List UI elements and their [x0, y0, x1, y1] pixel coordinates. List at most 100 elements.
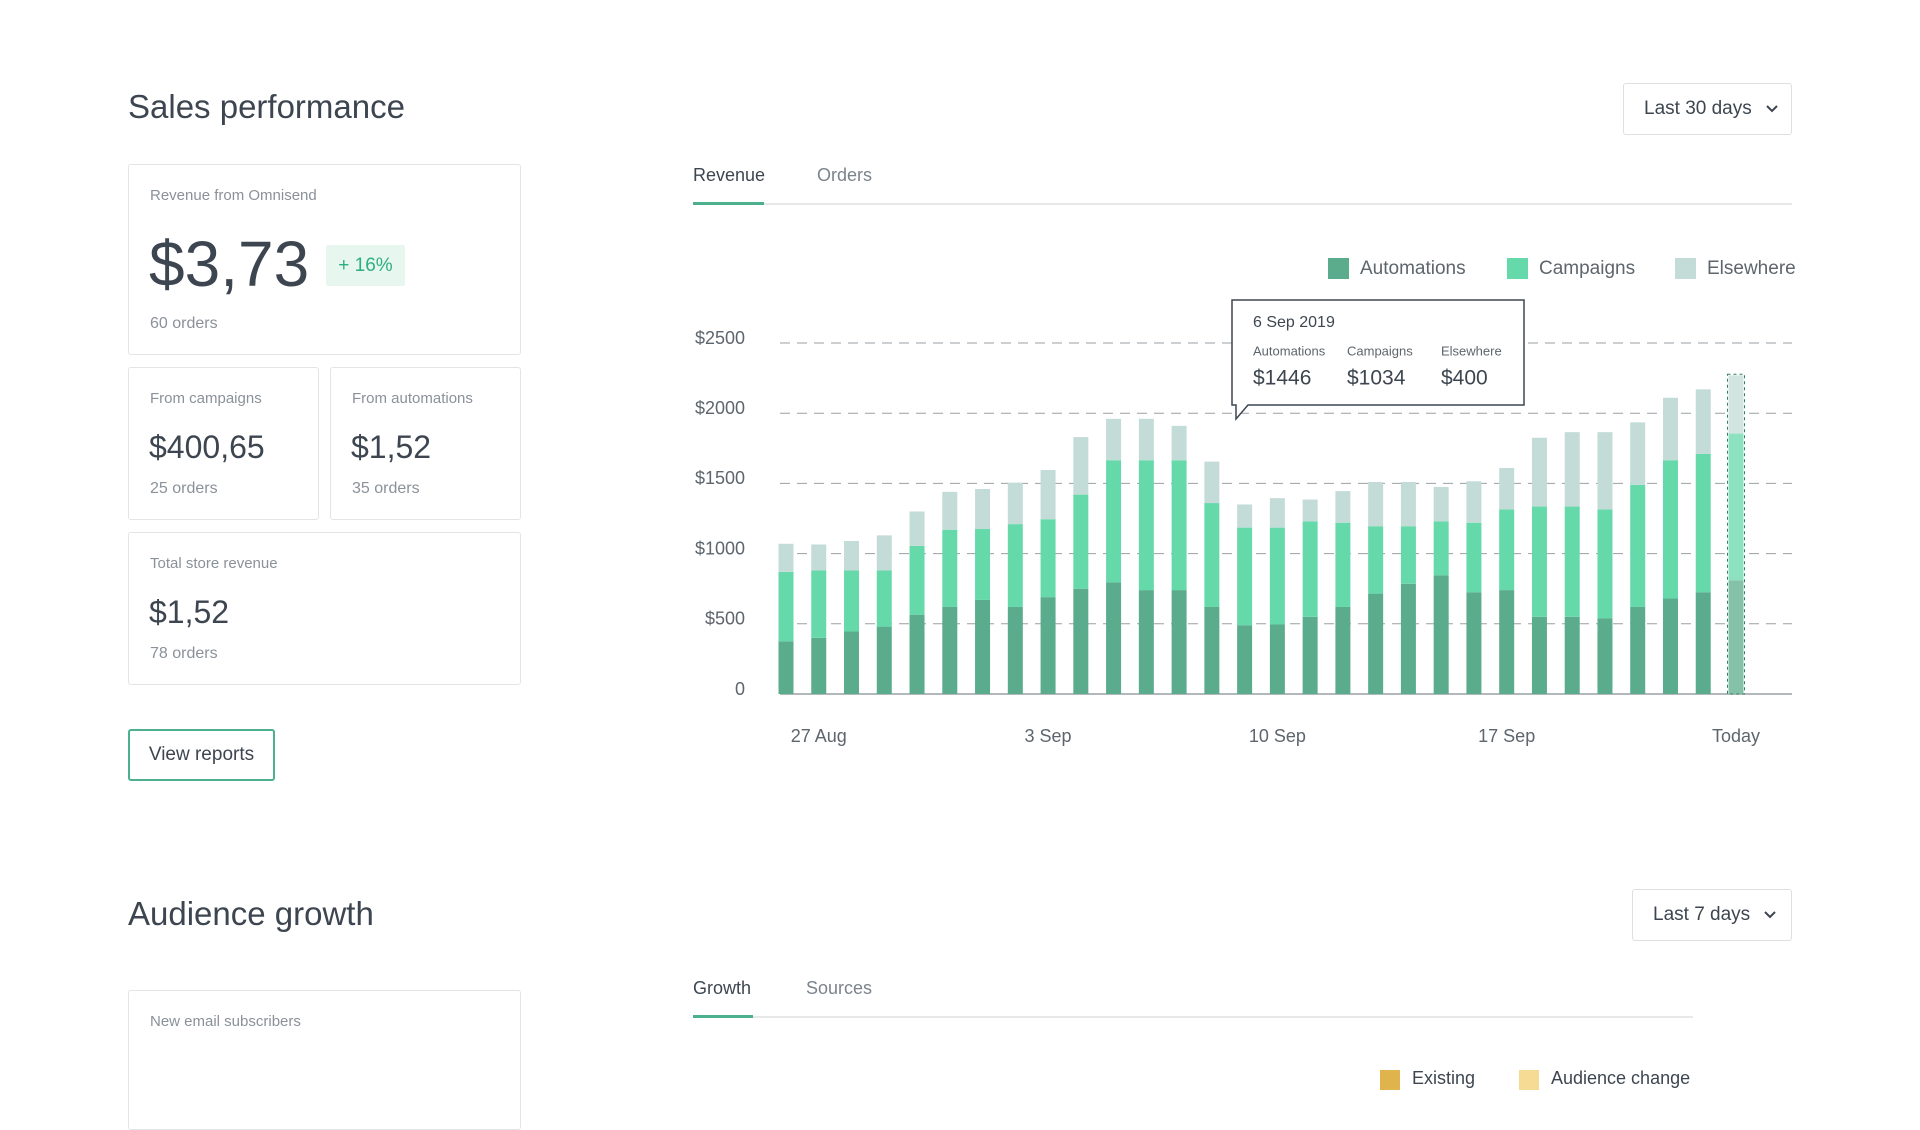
tab-active[interactable]: Revenue: [693, 165, 766, 185]
legend-label: Campaigns: [1539, 258, 1635, 279]
tab-active[interactable]: Growth: [693, 978, 752, 998]
x-tick-label: 17 Sep: [1478, 726, 1535, 746]
bar-segment: [1171, 425, 1187, 461]
bar-segment: [1138, 460, 1154, 591]
bar-segment: [1564, 506, 1580, 617]
bar-segment: [1302, 499, 1318, 522]
section-title: Audience growth: [128, 895, 374, 932]
legend-swatch: [1675, 258, 1696, 279]
badge: + 16%: [326, 245, 405, 286]
card-value: $3,73: [149, 228, 310, 300]
page: Sales performance Last 30 days Revenue f…: [128, 83, 1796, 1130]
bar-segment: [1728, 375, 1744, 434]
card-orders: 60 orders: [150, 315, 218, 332]
bar-segment: [1695, 592, 1711, 694]
bar-segment: [1007, 606, 1023, 694]
bar-segment: [1499, 467, 1515, 510]
bar-segment: [811, 544, 827, 571]
bar-segment: [1564, 432, 1580, 507]
bar-segment: [1106, 418, 1122, 461]
bar-segment: [1499, 509, 1515, 591]
tab[interactable]: Orders: [817, 165, 873, 185]
bar-segment: [778, 543, 794, 572]
bar-segment: [1335, 522, 1351, 607]
dropdown-label: Last 7 days: [1653, 904, 1751, 925]
legend-label: Audience change: [1551, 1068, 1691, 1088]
bar-segment: [1466, 522, 1482, 593]
bar-segment: [844, 631, 860, 694]
bar-segment: [1433, 575, 1449, 694]
bar-segment: [1531, 506, 1547, 617]
card: Total store revenue $1,52 78 orders: [128, 532, 521, 685]
bar-segment: [1368, 526, 1384, 594]
bar-segment: [844, 570, 860, 632]
legend-swatch: [1380, 1070, 1400, 1090]
card: Revenue from Omnisend $3,73 + 16% 60 ord…: [128, 164, 521, 355]
bar-segment: [1237, 504, 1253, 528]
tooltip-name: Elsewhere: [1441, 343, 1502, 358]
bar-segment: [1695, 453, 1711, 593]
tab[interactable]: Sources: [806, 978, 873, 998]
bar-segment: [1466, 592, 1482, 694]
bar-segment: [1171, 460, 1187, 591]
y-tick-label: $1500: [695, 468, 745, 488]
x-tick-label: 10 Sep: [1249, 726, 1306, 746]
bar-segment: [1662, 598, 1678, 694]
section-title: Sales performance: [128, 88, 405, 125]
card-value: $1,52: [351, 429, 432, 465]
bar-segment: [1335, 606, 1351, 694]
tooltip-value: $400: [1441, 367, 1488, 390]
range-dropdown[interactable]: Last 7 days: [1632, 889, 1792, 941]
bar-segment: [1171, 590, 1187, 694]
bar-segment: [1040, 470, 1056, 520]
card: From automations $1,52 35 orders: [330, 367, 521, 520]
bar-segment: [1531, 437, 1547, 507]
chevron: [1764, 911, 1776, 919]
card-orders: 25 orders: [150, 480, 218, 497]
bar-segment: [876, 535, 892, 571]
bar-segment: [1335, 491, 1351, 523]
bar-segment: [975, 529, 991, 600]
bar-segment: [1400, 481, 1416, 527]
view-reports-button[interactable]: View reports: [128, 729, 275, 781]
bar-segment: [1007, 482, 1023, 525]
tooltip-date: 6 Sep 2019: [1253, 314, 1335, 331]
tooltip-name: Automations: [1253, 343, 1326, 358]
bar-segment: [1564, 616, 1580, 694]
card: From campaigns $400,65 25 orders: [128, 367, 319, 520]
legend-swatch: [1507, 258, 1528, 279]
tooltip-box: [1231, 299, 1525, 422]
legend-label: Elsewhere: [1707, 258, 1796, 279]
bar-segment: [1662, 460, 1678, 599]
bar-segment: [1269, 624, 1285, 694]
bar-segment: [876, 626, 892, 694]
chevron: [1766, 105, 1778, 113]
bar-segment: [1040, 597, 1056, 694]
legend-label: Automations: [1360, 258, 1466, 279]
bar-segment: [778, 641, 794, 694]
bar-segment: [1204, 606, 1220, 694]
y-tick-label: $1000: [695, 538, 745, 558]
bar-segment: [1269, 498, 1285, 528]
bar-segment: [1204, 503, 1220, 607]
bar-segment: [909, 511, 925, 546]
bar-segment: [1630, 484, 1646, 607]
bar-segment: [1237, 625, 1253, 694]
bar-segment: [1728, 433, 1744, 581]
bar-segment: [1400, 583, 1416, 694]
card-label: From automations: [352, 390, 473, 407]
bar-segment: [909, 545, 925, 615]
bar-segment: [876, 570, 892, 627]
bar-segment: [1204, 461, 1220, 504]
bar-segment: [1368, 593, 1384, 694]
tab-rule: [693, 203, 1792, 205]
range-dropdown[interactable]: Last 30 days: [1623, 83, 1792, 135]
bar-segment: [1400, 526, 1416, 584]
bar-segment: [1597, 618, 1613, 694]
bar-segment: [1138, 590, 1154, 694]
bar-segment: [1466, 481, 1482, 523]
bar-segment: [844, 540, 860, 571]
tab-rule: [693, 1016, 1693, 1018]
bar-segment: [1269, 527, 1285, 625]
card-label: Revenue from Omnisend: [150, 187, 317, 204]
